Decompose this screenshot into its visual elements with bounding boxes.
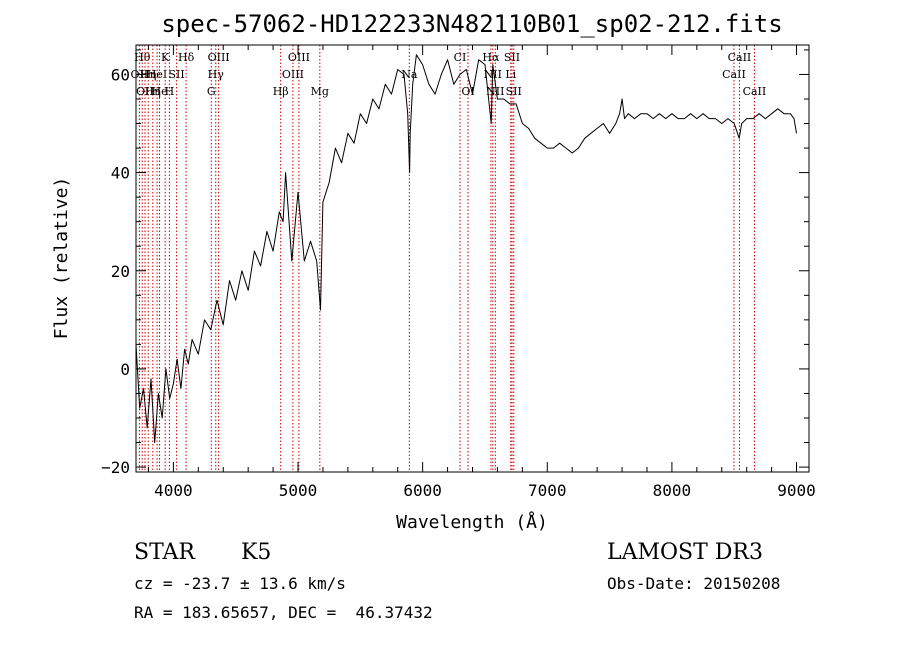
x-tick-label: 7000 — [528, 481, 567, 500]
line-marker-label: SII — [506, 85, 522, 98]
x-tick-label: 8000 — [653, 481, 692, 500]
observation-date: Obs-Date: 20150208 — [607, 574, 781, 593]
line-marker-label: H — [165, 85, 175, 98]
spectrum-line — [135, 54, 797, 444]
coordinates: RA = 183.65657, DEC = 46.37432 — [134, 603, 433, 622]
redshift-velocity: cz = -23.7 ± 13.6 km/s — [134, 574, 346, 593]
line-marker-label: Hβ — [273, 85, 289, 98]
line-marker-label: Hθ — [134, 51, 151, 64]
line-marker-label: CI — [454, 51, 467, 64]
y-tick-label: 40 — [111, 164, 130, 183]
y-tick-label: −20 — [101, 458, 130, 477]
line-marker-label: CaII — [728, 51, 752, 64]
line-marker-label: Li — [505, 68, 516, 81]
line-marker-label: G — [207, 85, 216, 98]
line-marker-label: HeI — [147, 68, 167, 81]
line-marker-label: He — [152, 85, 168, 98]
line-marker-label: OIII — [282, 68, 304, 81]
line-marker-label: SII — [169, 68, 185, 81]
y-tick-label: 0 — [120, 360, 130, 379]
y-axis-label: Flux (relative) — [51, 177, 72, 340]
line-marker-label: K — [161, 51, 170, 64]
line-marker-label: CaII — [743, 85, 767, 98]
line-marker-label: Hγ — [208, 68, 225, 81]
line-marker-label: Hα — [482, 51, 500, 64]
survey-name: LAMOST DR3 — [607, 540, 763, 565]
line-marker-label: OIII — [288, 51, 310, 64]
line-marker-label: OIII — [208, 51, 230, 64]
y-tick-label: 60 — [111, 65, 130, 84]
line-marker-label: CaII — [722, 68, 746, 81]
object-class: STAR — [134, 540, 195, 565]
x-axis-label: Wavelength (Å) — [396, 511, 548, 533]
x-tick-label: 4000 — [154, 481, 193, 500]
x-tick-label: 9000 — [777, 481, 816, 500]
line-marker-label: Hη — [140, 68, 156, 81]
x-tick-label: 6000 — [403, 481, 442, 500]
line-marker-label: NII — [486, 85, 504, 98]
spectral-subclass: K5 — [241, 540, 272, 565]
line-marker-label: Hδ — [178, 51, 195, 64]
line-marker-label: OII — [136, 85, 154, 98]
plot-frame — [135, 44, 810, 473]
axis-ticks: 4000 5000 6000 7000 8000 9000 −20 0 20 40 60 — [101, 45, 816, 500]
x-tick-label: 5000 — [279, 481, 318, 500]
y-tick-label: 20 — [111, 262, 130, 281]
line-marker-label: SII — [504, 51, 520, 64]
line-marker-label: Mg — [311, 85, 329, 98]
emission-line-markers: OIIHθOIIHηHηHeIHeKHSIIHδGHγOIIIHβOIIIOII… — [131, 45, 767, 472]
chart-title: spec-57062-HD122233N482110B01_sp02-212.f… — [161, 10, 782, 38]
spectrum-series — [135, 54, 797, 444]
